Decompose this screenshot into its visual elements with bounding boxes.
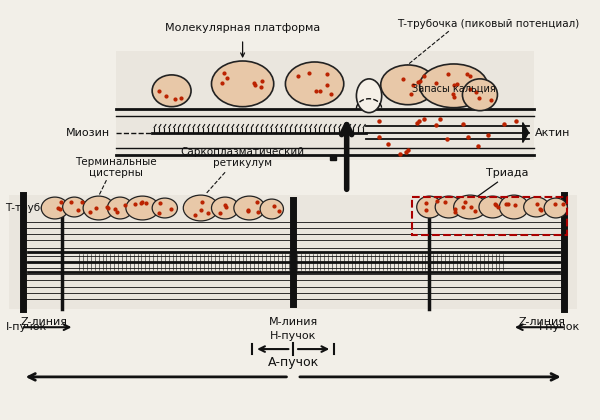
Ellipse shape xyxy=(83,196,114,220)
Ellipse shape xyxy=(435,196,463,218)
Ellipse shape xyxy=(183,195,218,221)
Text: Т-трубочка (пиковый потенциал): Т-трубочка (пиковый потенциал) xyxy=(397,19,579,29)
Ellipse shape xyxy=(454,195,487,219)
Text: I-пучок: I-пучок xyxy=(539,322,580,332)
Ellipse shape xyxy=(499,195,529,219)
Ellipse shape xyxy=(211,61,274,107)
Ellipse shape xyxy=(234,196,265,220)
Ellipse shape xyxy=(152,198,178,218)
Text: Запасы кальция: Запасы кальция xyxy=(412,84,496,94)
Polygon shape xyxy=(330,155,336,160)
Text: Z-линия: Z-линия xyxy=(518,317,566,327)
Ellipse shape xyxy=(41,197,68,219)
Text: Саркоплазматический
ретикулум: Саркоплазматический ретикулум xyxy=(181,147,305,168)
Ellipse shape xyxy=(524,197,549,217)
Text: Триада: Триада xyxy=(486,168,529,178)
Ellipse shape xyxy=(356,79,382,113)
Text: М-линия: М-линия xyxy=(269,317,318,327)
Ellipse shape xyxy=(62,197,86,217)
Ellipse shape xyxy=(544,198,568,218)
Ellipse shape xyxy=(260,199,283,219)
Ellipse shape xyxy=(107,197,133,219)
Ellipse shape xyxy=(126,196,159,220)
Text: Z-линия: Z-линия xyxy=(21,317,68,327)
Ellipse shape xyxy=(479,196,506,218)
Bar xyxy=(9,195,577,310)
Polygon shape xyxy=(523,123,529,142)
Text: А-пучок: А-пучок xyxy=(268,356,319,369)
Text: Терминальные
цистерны: Терминальные цистерны xyxy=(76,157,157,178)
Ellipse shape xyxy=(419,64,488,108)
Text: Миозин: Миозин xyxy=(66,128,110,137)
Ellipse shape xyxy=(152,75,191,107)
Bar xyxy=(116,51,535,160)
Text: Молекулярная платформа: Молекулярная платформа xyxy=(165,23,320,33)
Ellipse shape xyxy=(463,79,497,110)
Text: Актин: Актин xyxy=(535,128,570,137)
Text: Т-трубочка: Т-трубочка xyxy=(5,203,65,213)
Ellipse shape xyxy=(286,62,344,106)
Text: I-пучок: I-пучок xyxy=(6,322,47,332)
Ellipse shape xyxy=(381,65,435,105)
Text: Н-пучок: Н-пучок xyxy=(270,331,316,341)
Ellipse shape xyxy=(211,197,239,219)
Ellipse shape xyxy=(417,196,442,218)
